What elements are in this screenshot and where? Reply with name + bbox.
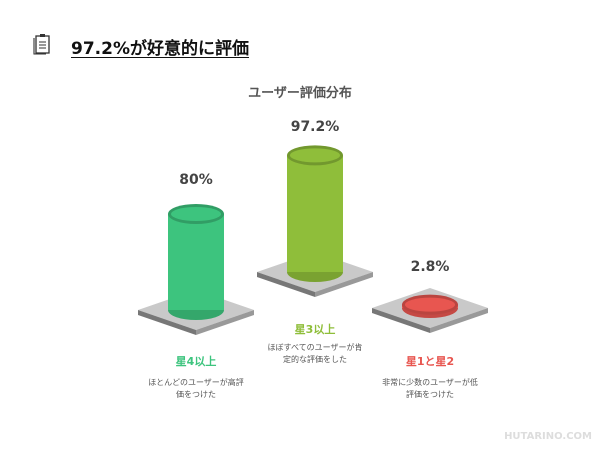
value-label-1: 97.2% (290, 119, 340, 135)
description-0: ほとんどのユーザーが高評価をつけた (148, 378, 244, 399)
bar-top-inner (171, 207, 221, 221)
section-heading: 97.2%が好意的に評価 (33, 33, 249, 59)
platform-side (430, 308, 488, 333)
platform-side (138, 310, 196, 335)
watermark: HUTARINO.COM (504, 431, 592, 442)
value-label-0: 80% (179, 172, 213, 188)
platform-side (315, 272, 373, 297)
category-label-1: 星3以上 (294, 323, 336, 336)
value-label-2: 2.8% (410, 259, 450, 275)
platform-side (372, 308, 430, 333)
bar-1 (287, 155, 343, 272)
clipboard-icon (33, 33, 51, 59)
bar-0 (168, 214, 224, 310)
description-2: 非常に少数のユーザーが低評価をつけた (382, 378, 478, 399)
bar-top-inner (405, 297, 455, 312)
heading-title: 97.2%が好意的に評価 (71, 38, 249, 59)
description-1: ほぼすべてのユーザーが肯定的な評価をした (267, 343, 363, 364)
category-label-0: 星4以上 (175, 355, 217, 368)
chart-title: ユーザー評価分布 (248, 86, 352, 101)
category-label-2: 星1と星2 (405, 355, 455, 368)
bar-top-inner (290, 148, 340, 163)
platform-side (257, 272, 315, 297)
platform-side (196, 310, 254, 335)
